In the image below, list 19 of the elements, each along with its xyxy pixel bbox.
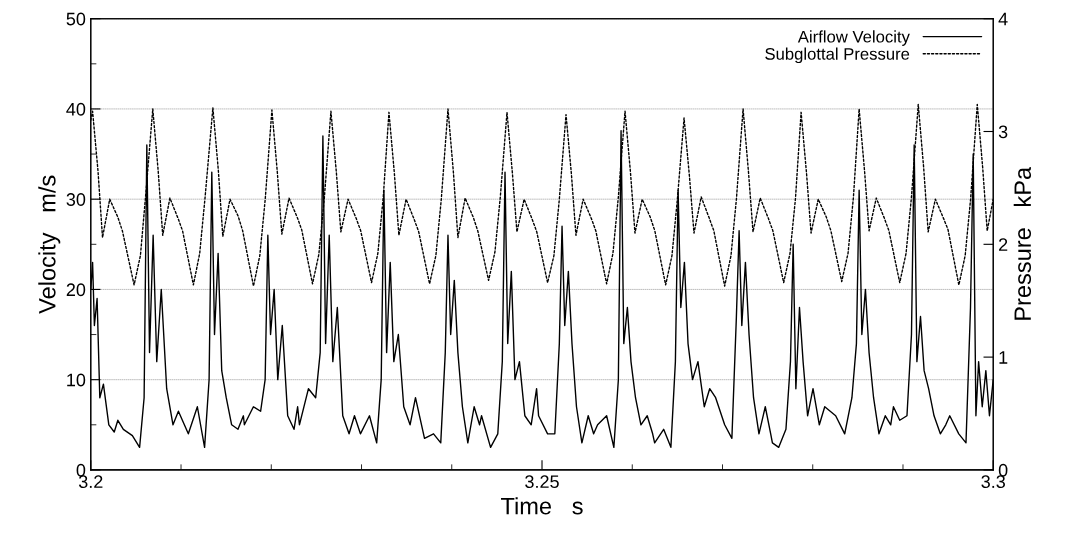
y2-tick-label: 4 (998, 12, 1008, 26)
y-tick-label: 0 (76, 463, 86, 477)
x-tick-label: 3.2 (78, 475, 103, 489)
x-axis-title: Time s (501, 497, 583, 515)
y-tick-label: 50 (66, 12, 86, 26)
y2-tick-label: 1 (999, 351, 1008, 364)
y-tick-label: 20 (66, 283, 86, 297)
x-tick-label: 3.3 (981, 475, 1005, 489)
y2-axis-title: Pressure kPa (1013, 166, 1032, 320)
y-tick-label: 10 (67, 373, 86, 387)
y-tick-label: 30 (66, 193, 86, 206)
y2-tick-label: 0 (998, 463, 1008, 477)
x-tick-label: 3.25 (525, 475, 559, 489)
y2-tick-label: 2 (999, 238, 1008, 251)
legend-label: Airflow Velocity (797, 30, 910, 46)
y2-tick-label: 3 (998, 125, 1008, 139)
legend-label: Subglottal Pressure (765, 47, 910, 64)
y-tick-label: 40 (66, 102, 86, 116)
y-axis-title: Velocity m/s (38, 175, 61, 314)
